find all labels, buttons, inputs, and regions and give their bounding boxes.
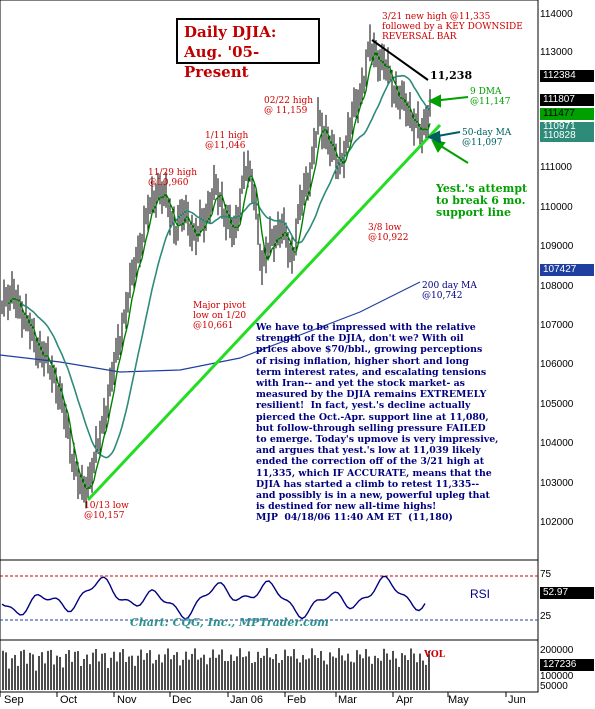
annotation-attempt: Yest.'s attempt to break 6 mo. support l…	[436, 182, 528, 219]
ma50-line	[21, 74, 431, 459]
price-box: 110971	[540, 122, 594, 132]
price-tick: 108000	[540, 281, 574, 292]
x-label: Sep	[4, 694, 24, 706]
x-label: Jan 06	[230, 694, 264, 706]
annotation-200dma: 200 day MA @10,742	[422, 281, 477, 301]
x-label: Apr	[396, 694, 414, 706]
x-label: Mar	[338, 694, 357, 706]
title-line-2: Aug. '05-Present	[184, 43, 260, 81]
x-label: Jun	[508, 694, 526, 706]
x-ticks	[0, 692, 507, 697]
vol-tick: 100000	[540, 671, 574, 682]
annotation-new-high: 3/21 new high @11,335 followed by a KEY …	[382, 12, 523, 42]
x-label: Oct	[60, 694, 78, 706]
price-tick: 110000	[540, 202, 573, 213]
price-tick: 111000	[540, 162, 572, 173]
vol-label: VOL	[424, 650, 445, 660]
x-label: May	[448, 694, 469, 706]
vol-tick: 200000	[540, 645, 574, 656]
price-tick: 104000	[540, 438, 574, 449]
rsi-line	[1, 575, 426, 620]
annotation-arrows	[427, 94, 469, 164]
price-box: 111477	[540, 108, 594, 120]
volume-bars	[2, 648, 430, 690]
x-label: Nov	[117, 694, 137, 706]
price-tick: 114000	[540, 9, 573, 20]
annotation-mar8: 3/8 low @10,922	[368, 223, 409, 243]
rsi-box: 52.97	[540, 587, 594, 599]
price-bars	[1, 24, 431, 509]
price-tick: 106000	[540, 359, 574, 370]
vol-tick: 50000	[540, 681, 568, 692]
price-tick: 113000	[540, 47, 573, 58]
price-box: 110828	[540, 130, 594, 142]
x-label: Feb	[287, 694, 306, 706]
title-line-1: Daily DJIA:	[184, 23, 277, 41]
annotation-pivot: Major pivot low on 1/20 @10,661	[193, 301, 247, 331]
support-line	[86, 123, 442, 502]
price-tick: 103000	[540, 478, 574, 489]
price-tick: 109000	[540, 241, 574, 252]
ma9-line	[7, 51, 431, 490]
ma200-line	[0, 281, 421, 373]
price-box: 111807	[540, 94, 594, 106]
rsi-tick: 25	[540, 611, 552, 622]
vol-box: 127236	[540, 659, 594, 671]
chart-credit: Chart: CQG, Inc., MPTrader.com	[130, 616, 329, 629]
price-tick: 102000	[540, 517, 574, 528]
annotation-nov29: 11/29 high @10,960	[148, 168, 198, 188]
chart-title: Daily DJIA: Aug. '05-Present	[176, 18, 320, 81]
rsi-label: RSI	[470, 587, 491, 601]
resistance-line	[371, 39, 429, 81]
commentary-text: We have to be impressed with the relativ…	[256, 322, 499, 524]
annotation-resistance: 11,238	[430, 69, 473, 82]
annotation-9dma: 9 DMA @11,147	[470, 87, 511, 107]
annotation-50dma: 50-day MA @11,097	[462, 128, 512, 148]
rsi-tick: 75	[540, 569, 552, 580]
annotation-feb22: 02/22 high @ 11,159	[264, 96, 314, 116]
x-label: Dec	[172, 694, 192, 706]
annotation-jan11: 1/11 high @11,046	[205, 131, 249, 151]
price-box: 112384	[540, 70, 594, 82]
price-box: 107427	[540, 264, 594, 276]
price-tick: 105000	[540, 399, 574, 410]
annotation-oct13: 10/13 low @10,157	[84, 501, 129, 521]
price-tick: 107000	[540, 320, 574, 331]
